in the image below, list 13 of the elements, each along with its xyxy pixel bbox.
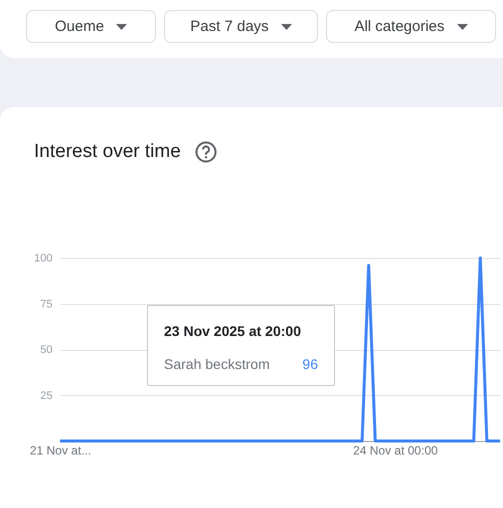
text: Past 7 days <box>190 18 269 35</box>
text: All categories <box>354 18 445 35</box>
annotation: 23 Nov 2025 at 20:00 <box>164 323 301 339</box>
text: Sarah beckstrom <box>164 356 270 372</box>
text: Oueme <box>54 18 104 35</box>
x-tick-label: 24 Nov at 00:00 <box>353 444 438 458</box>
annotation: 96 <box>302 356 318 372</box>
y-tick-label: 50 <box>40 344 52 356</box>
y-tick-label: 100 <box>34 252 52 264</box>
chart-title: Interest over time <box>34 141 181 163</box>
x-tick-label: 21 Nov at... <box>30 444 92 458</box>
y-tick-label: 75 <box>40 298 52 310</box>
y-tick-label: 25 <box>40 390 52 402</box>
